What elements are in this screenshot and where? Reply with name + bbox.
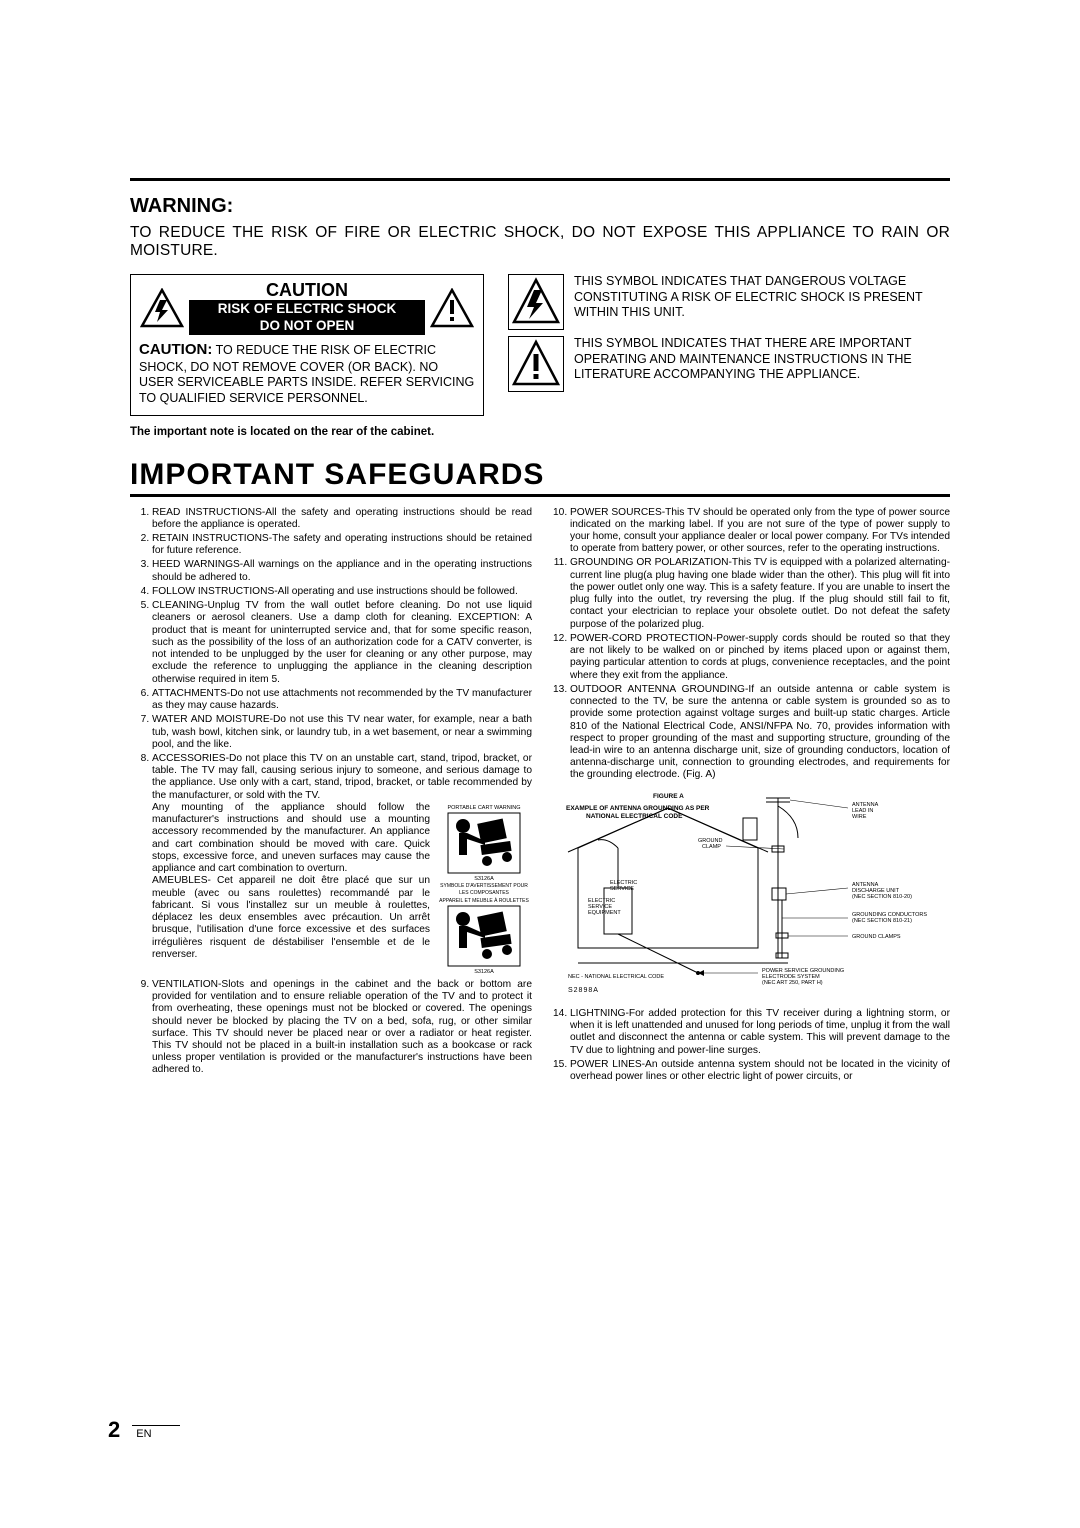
svg-text:(NEC SECTION 810-20): (NEC SECTION 810-20)	[852, 894, 912, 900]
svg-text:WIRE: WIRE	[852, 814, 867, 820]
list-item: FOLLOW INSTRUCTIONS-All operating and us…	[152, 586, 532, 598]
left-column: READ INSTRUCTIONS-All the safety and ope…	[130, 507, 532, 1086]
fig-a-title: FIGURE A	[653, 793, 684, 800]
cart-code-2: S3126A	[436, 969, 532, 975]
list-item: LIGHTNING-For added protection for this …	[570, 1008, 950, 1057]
item8-para2: Any mounting of the appliance should fol…	[152, 802, 430, 874]
caution-body: CAUTION: TO REDUCE THE RISK OF ELECTRIC …	[139, 341, 475, 407]
cart-warning-figure: PORTABLE CART WARNING	[436, 804, 532, 975]
caution-row: CAUTION RISK OF ELECTRIC SHOCK DO NOT OP…	[130, 274, 950, 416]
symbol-explanations: THIS SYMBOL INDICATES THAT DANGEROUS VOL…	[508, 274, 950, 416]
list-item: GROUNDING OR POLARIZATION-This TV is equ…	[570, 557, 950, 630]
rear-note: The important note is located on the rea…	[130, 426, 950, 438]
list-item: POWER-CORD PROTECTION-Power-supply cords…	[570, 633, 950, 682]
list-item: VENTILATION-Slots and openings in the ca…	[152, 979, 532, 1077]
cart-code-1: S3126A	[436, 876, 532, 882]
caution-word: CAUTION	[189, 281, 425, 300]
list-item-8: ACCESSORIES-Do not place this TV on an u…	[152, 753, 532, 977]
bolt-symbol-icon	[508, 274, 564, 330]
excl-symbol-row: THIS SYMBOL INDICATES THAT THERE ARE IMP…	[508, 336, 950, 392]
exclaim-triangle-icon	[429, 281, 475, 335]
list-item: OUTDOOR ANTENNA GROUNDING-If an outside …	[570, 684, 950, 782]
bolt-symbol-row: THIS SYMBOL INDICATES THAT DANGEROUS VOL…	[508, 274, 950, 330]
page-num-value: 2	[108, 1417, 120, 1443]
fig-a-sub2: NATIONAL ELECTRICAL CODE	[586, 813, 683, 820]
top-rule	[130, 178, 950, 181]
svg-text:CLAMP: CLAMP	[702, 844, 721, 850]
svg-text:(NEC SECTION 810-21): (NEC SECTION 810-21)	[852, 918, 912, 924]
list-item: HEED WARNINGS-All warnings on the applia…	[152, 559, 532, 583]
cart-label-fr-3: APPAREIL ET MEUBLE À ROULETTES	[436, 899, 532, 904]
warning-text: TO REDUCE THE RISK OF FIRE OR ELECTRIC S…	[130, 224, 950, 260]
svg-text:EQUIPMENT: EQUIPMENT	[588, 910, 621, 916]
cart-label-fr-2: LES COMPOSANTES	[436, 891, 532, 896]
caution-header: CAUTION RISK OF ELECTRIC SHOCK DO NOT OP…	[139, 281, 475, 335]
safeguards-heading: IMPORTANT SAFEGUARDS	[130, 458, 950, 497]
caution-box: CAUTION RISK OF ELECTRIC SHOCK DO NOT OP…	[130, 274, 484, 416]
page-number: 2 EN	[108, 1417, 180, 1443]
fig-a-code: S2898A	[568, 987, 599, 994]
caution-donotopen-line: DO NOT OPEN	[189, 317, 425, 335]
caution-risk-line: RISK OF ELECTRIC SHOCK	[189, 300, 425, 318]
list-item: POWER LINES-An outside antenna system sh…	[570, 1059, 950, 1083]
svg-text:(NEC ART 250, PART H): (NEC ART 250, PART H)	[762, 980, 823, 986]
excl-symbol-text: THIS SYMBOL INDICATES THAT THERE ARE IMP…	[574, 336, 950, 392]
cart-label-en: PORTABLE CART WARNING	[436, 805, 532, 811]
figure-a: FIGURE A EXAMPLE OF ANTENNA GROUNDING AS…	[548, 788, 950, 1002]
list-item: READ INSTRUCTIONS-All the safety and ope…	[152, 507, 532, 531]
caution-body-lead: CAUTION:	[139, 341, 212, 358]
bolt-triangle-icon	[139, 281, 185, 335]
list-item: WATER AND MOISTURE-Do not use this TV ne…	[152, 714, 532, 751]
svg-text:SERVICE: SERVICE	[610, 886, 634, 892]
item8-main: ACCESSORIES-Do not place this TV on an u…	[152, 753, 532, 801]
list-item: CLEANING-Unplug TV from the wall outlet …	[152, 600, 532, 686]
manual-page: WARNING: TO REDUCE THE RISK OF FIRE OR E…	[130, 0, 950, 1085]
list-item: POWER SOURCES-This TV should be operated…	[570, 507, 950, 556]
list-item: ATTACHMENTS-Do not use attachments not r…	[152, 688, 532, 712]
svg-text:NEC - NATIONAL ELECTRICAL CODE: NEC - NATIONAL ELECTRICAL CODE	[568, 974, 664, 980]
right-column: POWER SOURCES-This TV should be operated…	[548, 507, 950, 1086]
excl-symbol-icon	[508, 336, 564, 392]
svg-text:GROUND CLAMPS: GROUND CLAMPS	[852, 934, 901, 940]
item8-para3: AMEUBLES- Cet appareil ne doit être plac…	[152, 875, 430, 959]
safeguards-columns: READ INSTRUCTIONS-All the safety and ope…	[130, 507, 950, 1086]
fig-a-sub1: EXAMPLE OF ANTENNA GROUNDING AS PER	[566, 805, 710, 812]
warning-heading: WARNING:	[130, 195, 950, 218]
cart-label-fr-1: SYMBOLE D'AVERTISSEMENT POUR	[436, 884, 532, 889]
list-item: RETAIN INSTRUCTIONS-The safety and opera…	[152, 533, 532, 557]
page-lang: EN	[132, 1425, 180, 1440]
bolt-symbol-text: THIS SYMBOL INDICATES THAT DANGEROUS VOL…	[574, 274, 950, 330]
